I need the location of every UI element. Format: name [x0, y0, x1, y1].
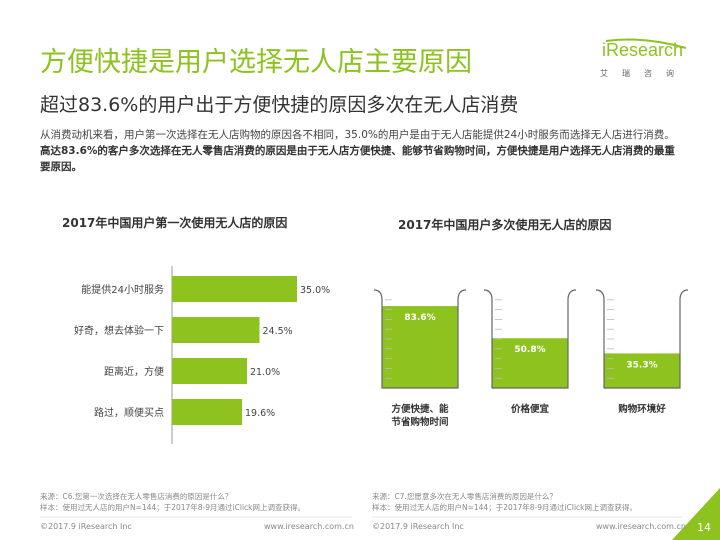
chart2-category-label: 节省购物时间 [391, 416, 448, 428]
logo-name: iResearch [602, 40, 684, 60]
description-bold: 高达83.6%的客户多次选择在无人零售店消费的原因是由于无人店方便快捷、能够节省… [40, 145, 675, 173]
page-subtitle: 超过83.6%的用户出于方便快捷的原因多次在无人店消费 [40, 94, 519, 116]
source-right-line2: 样本：使用过无人店的用户N=144；于2017年8-9月通过iClick网上调查… [372, 503, 637, 512]
chart2-value-label: 83.6% [404, 313, 435, 323]
source-right-line1: 来源：C7.您愿意多次在无人零售店消费的原因是什么？ [372, 492, 557, 501]
chart1-bar [172, 276, 297, 302]
description-normal: 从消费动机来看，用户第一次选择在无人店购物的原因各不相同，35.0%的用户是由于… [40, 129, 675, 141]
chart2-value-label: 50.8% [514, 345, 545, 355]
chart1-category-label: 好奇，想去体验一下 [74, 324, 164, 337]
chart1-value-label: 19.6% [245, 408, 275, 419]
source-left: 来源：C6.您第一次选择在无人零售店消费的原因是什么？ 样本：使用过无人店的用户… [40, 491, 305, 513]
chart1-value-label: 24.5% [263, 326, 293, 337]
footer-copyright-right: ©2017.9 iResearch Inc [372, 522, 464, 531]
chart2-value-label: 35.3% [626, 360, 657, 370]
chart2-category-label: 方便快捷、能 [391, 403, 449, 415]
iresearch-logo: iResearch 艾瑞咨询 [594, 38, 694, 78]
chart1-category-label: 距离近，方便 [104, 365, 164, 378]
chart2-bar [604, 353, 680, 388]
chart1-category-label: 能提供24小时服务 [81, 283, 164, 296]
description-text: 从消费动机来看，用户第一次选择在无人店购物的原因各不相同，35.0%的用户是由于… [40, 127, 685, 175]
logo-swoosh-icon [605, 38, 687, 49]
page-title: 方便快捷是用户选择无人店主要原因 [40, 47, 472, 78]
footer-copyright-left: ©2017.9 iResearch Inc [40, 522, 132, 531]
chart1-bar [172, 317, 260, 343]
chart1-bar [172, 358, 247, 384]
source-right: 来源：C7.您愿意多次在无人零售店消费的原因是什么？ 样本：使用过无人店的用户N… [372, 491, 637, 513]
chart2-beaker [595, 289, 689, 389]
chart1-horizontal-bar: 能提供24小时服务 35.0% 好奇，想去体验一下 24.5% 距离近，方便 21.0% 路… [74, 266, 330, 444]
chart1-value-label: 21.0% [250, 367, 280, 378]
chart2-bar [382, 306, 458, 388]
page-number: 14 [697, 521, 711, 534]
chart1-value-label: 35.0% [300, 285, 330, 296]
footer-url-right[interactable]: www.iresearch.com.cn [596, 522, 686, 531]
source-left-line1: 来源：C6.您第一次选择在无人零售店消费的原因是什么？ [40, 492, 233, 501]
chart1-bar [172, 399, 242, 425]
logo-subtitle: 艾瑞咨询 [600, 69, 688, 78]
chart1-title: 2017年中国用户第一次使用无人店的原因 [62, 216, 288, 230]
chart2-beaker [483, 289, 577, 389]
chart2-category-label: 购物环境好 [618, 403, 666, 415]
chart1-category-label: 路过，顺便买点 [94, 406, 164, 419]
footer-url-left[interactable]: www.iresearch.com.cn [264, 522, 354, 531]
source-left-line2: 样本：使用过无人店的用户N=144；于2017年8-9月通过iClick网上调查… [40, 503, 305, 512]
chart2-title: 2017年中国用户多次使用无人店的原因 [398, 218, 612, 232]
chart2-beaker [373, 289, 467, 389]
chart2-bar [492, 338, 568, 388]
chart2-category-label: 价格便宜 [511, 403, 550, 415]
